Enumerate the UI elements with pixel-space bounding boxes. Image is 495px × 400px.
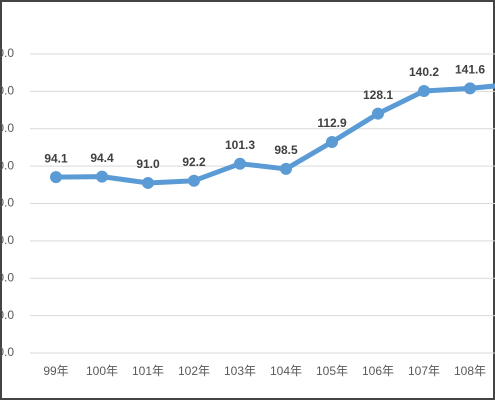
value-label: 94.4: [90, 151, 114, 165]
point: [50, 171, 62, 184]
x-tick-label: 105年: [316, 364, 348, 378]
point: [280, 162, 292, 175]
point: [96, 170, 108, 183]
y-tick-label: 160.0: [0, 46, 14, 60]
value-label: 91.0: [136, 157, 160, 171]
y-tick-label: 20.0: [0, 308, 14, 322]
value-label: 92.2: [182, 155, 206, 169]
y-tick-label: 120.0: [0, 121, 14, 135]
point: [372, 107, 384, 120]
value-label: 140.2: [409, 65, 439, 79]
value-label: 141.6: [455, 63, 485, 77]
y-tick-label: 80.0: [0, 196, 14, 210]
x-tick-label: 101年: [132, 364, 164, 378]
x-tick-label: 99年: [43, 364, 68, 378]
x-tick-label: 102年: [178, 364, 210, 378]
point: [234, 157, 246, 170]
y-tick-label: 140.0: [0, 84, 14, 98]
point: [464, 82, 476, 95]
y-tick-label: 40.0: [0, 270, 14, 284]
y-tick-label: 0.0: [0, 345, 14, 359]
x-tick-label: 107年: [408, 364, 440, 378]
value-label: 101.3: [225, 138, 255, 152]
x-tick-label: 103年: [224, 364, 256, 378]
x-tick-label: 100年: [86, 364, 118, 378]
x-tick-label: 104年: [270, 364, 302, 378]
point: [418, 85, 430, 98]
x-tick-label: 108年: [454, 364, 486, 378]
y-tick-label: 100.0: [0, 158, 14, 172]
value-label: 94.1: [44, 151, 68, 165]
series-line: [55, 83, 495, 186]
value-label: 98.5: [274, 143, 298, 157]
value-label: 128.1: [363, 88, 393, 102]
y-tick-label: 60.0: [0, 233, 14, 247]
point: [326, 136, 338, 149]
x-tick-label: 106年: [362, 364, 394, 378]
value-label: 112.9: [317, 116, 347, 130]
point: [188, 174, 200, 187]
point: [142, 176, 154, 189]
